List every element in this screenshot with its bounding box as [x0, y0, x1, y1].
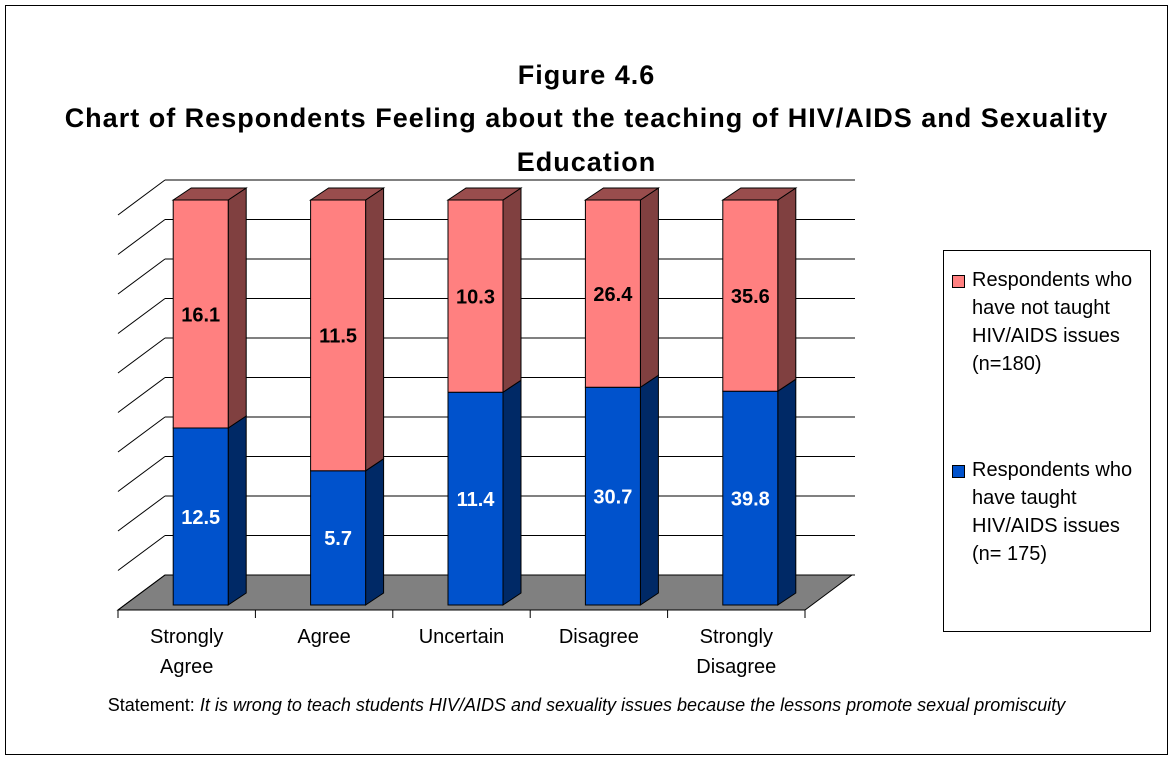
legend-item: Respondents who have taught HIV/AIDS iss… [952, 456, 1152, 568]
bar-segment [721, 187, 798, 393]
x-tick-label: Strongly Disagree [696, 626, 777, 678]
bar-side [639, 374, 659, 606]
x-tick-label: Disagree [558, 626, 639, 648]
x-tick-label: Strongly Agree [150, 626, 224, 678]
data-label: 10.3 [456, 286, 495, 308]
grid-line-side [117, 179, 166, 216]
legend: Respondents who have not taught HIV/AIDS… [943, 250, 1151, 632]
grid-line-side [117, 574, 166, 611]
bar-segment [310, 457, 385, 606]
data-label: 5.7 [324, 528, 352, 550]
bar-front [310, 470, 367, 606]
bar-front [722, 390, 779, 606]
bar-side [365, 457, 385, 606]
bar-side [227, 187, 247, 429]
data-label: 26.4 [593, 284, 633, 306]
bar-segment [583, 187, 661, 389]
chart-title: Figure 4.6 [517, 60, 656, 90]
x-tick-label: Agree [297, 626, 351, 648]
legend-label: Respondents who have not taught HIV/AIDS… [972, 269, 1133, 375]
bar-front [172, 427, 229, 606]
bar-segment [172, 415, 247, 606]
bar-side [777, 378, 797, 606]
grid-line-side [117, 337, 166, 374]
grid-line-side [117, 456, 166, 492]
grid-line-side [117, 416, 166, 453]
x-tick-label: Uncertain [418, 626, 505, 648]
statement-label: Statement: [107, 695, 195, 715]
bar-side [502, 187, 522, 394]
bar-top [171, 187, 248, 201]
legend-swatch [952, 275, 965, 288]
bar-top [721, 187, 798, 201]
bar-segment [446, 187, 523, 394]
bar-front [447, 199, 504, 393]
bar-front [172, 199, 229, 429]
bar-side [777, 187, 797, 393]
bar-front [447, 391, 504, 606]
data-label: 39.8 [731, 488, 770, 510]
bar-segment [171, 187, 248, 429]
bar-segment [722, 378, 797, 606]
grid-line-side [117, 377, 166, 413]
bar-segment [447, 379, 522, 606]
data-label: 30.7 [593, 486, 632, 508]
frame [5, 5, 1168, 755]
legend-swatch [952, 465, 965, 478]
grid-line-side [117, 535, 166, 571]
bar-front [310, 199, 367, 472]
grid-line-side [117, 258, 166, 295]
bar-top [446, 187, 523, 201]
chart-subtitle: Chart of Respondents Feeling about the t… [64, 103, 1109, 177]
data-label: 11.4 [457, 489, 496, 511]
data-label: 11.5 [319, 326, 357, 348]
bar-side [227, 415, 247, 606]
bar-front [584, 386, 641, 606]
legend-item: Respondents who have not taught HIV/AIDS… [952, 266, 1152, 378]
data-label: 16.1 [181, 304, 220, 326]
grid-line-side [117, 298, 166, 334]
bar-side [365, 187, 385, 472]
grid-line-side [117, 219, 166, 255]
data-label: 12.5 [181, 507, 220, 529]
bar-front [722, 199, 779, 392]
grid-line-side [117, 495, 166, 532]
bar-side [502, 379, 522, 606]
bar-top [583, 187, 661, 201]
bar-segment [308, 187, 386, 472]
data-label: 35.6 [731, 286, 770, 308]
statement-text: It is wrong to teach students HIV/AIDS a… [199, 695, 1066, 715]
bar-segment [584, 374, 659, 606]
bar-top [308, 187, 386, 201]
bar-front [584, 199, 641, 388]
legend-label: Respondents who have taught HIV/AIDS iss… [972, 459, 1133, 565]
statement: Statement: It is wrong to teach students… [40, 690, 1133, 720]
bar-side [639, 187, 659, 389]
